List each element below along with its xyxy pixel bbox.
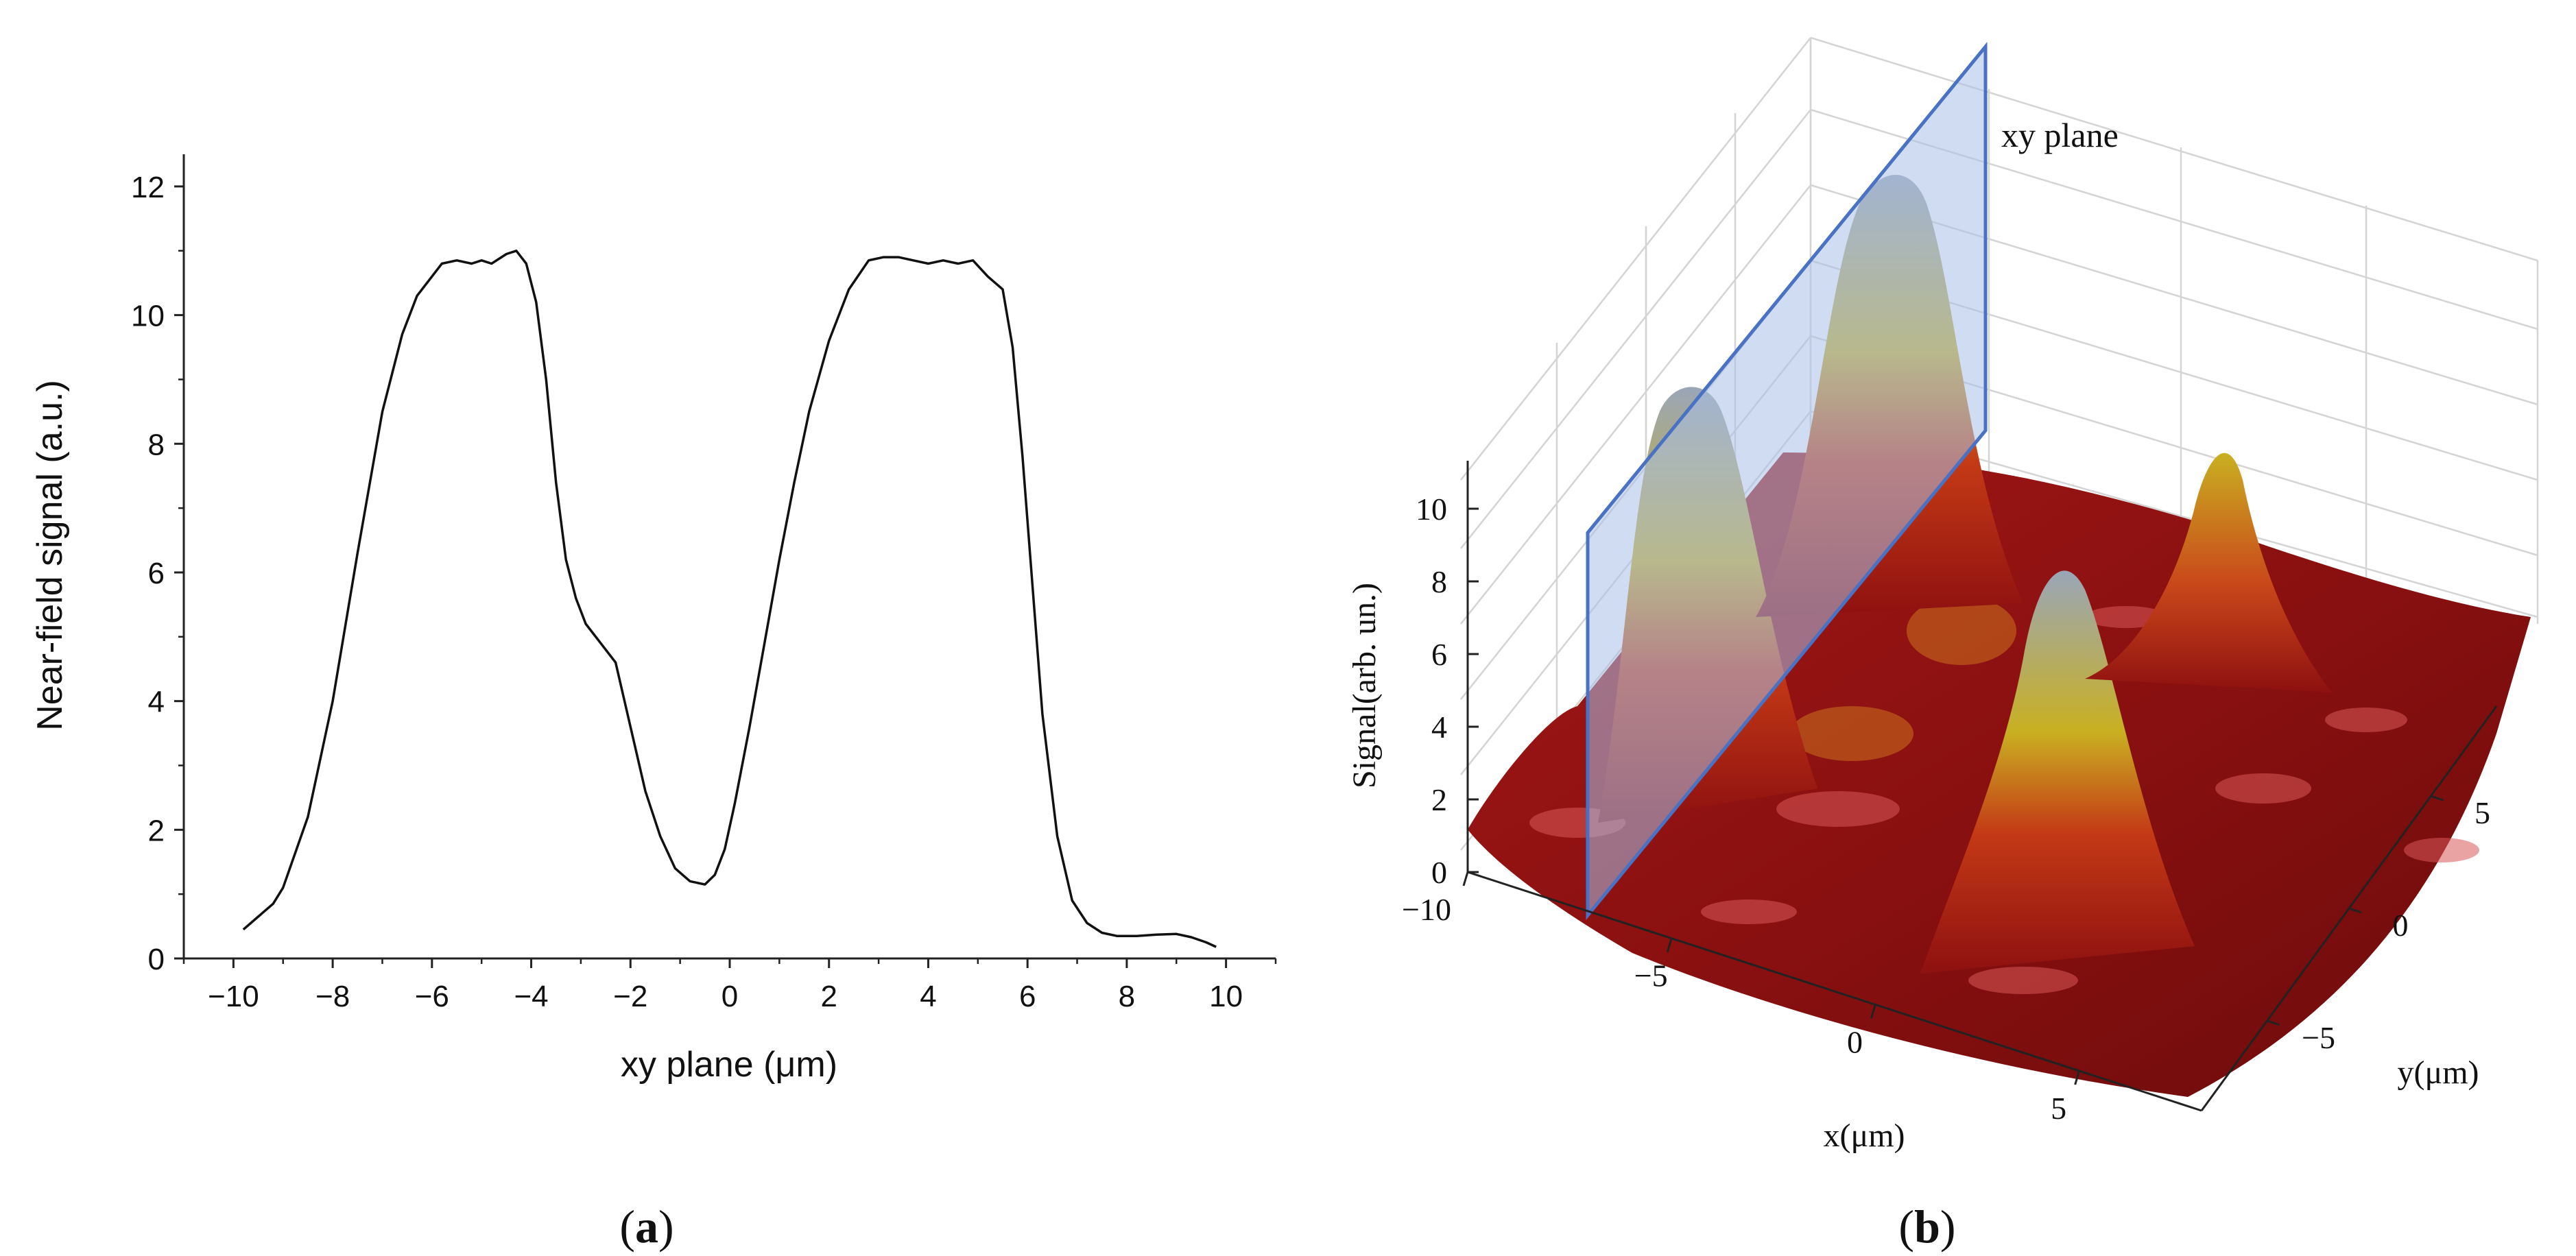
y-tick-label: 6 [148, 557, 165, 590]
x-tick-label: −8 [315, 980, 350, 1013]
y-tick-label: 12 [131, 171, 165, 204]
x-tick-label: −6 [415, 980, 449, 1013]
series-line-near-field [242, 250, 1217, 948]
y-tick-3d [2430, 795, 2444, 801]
x-tick-label-3d: −5 [1634, 958, 1668, 993]
xy-plane [1586, 41, 1988, 920]
panel-caption-a: (a) [619, 1200, 673, 1253]
z-tick-label: 2 [1431, 782, 1447, 817]
y-tick-label: 2 [148, 814, 165, 847]
x-tick-label: −4 [514, 980, 548, 1013]
y-axis-ticks [174, 185, 184, 960]
peak-4 [2085, 452, 2332, 692]
x-tick-label: −2 [613, 980, 647, 1013]
y-tick-label: 0 [148, 943, 165, 976]
x-tick-label: 6 [1019, 980, 1036, 1013]
y-tick-label: 4 [148, 686, 165, 719]
x-axis-ticks [182, 958, 1277, 968]
y-tick-3d [2348, 907, 2362, 914]
x-tick-label-3d: 5 [2051, 1091, 2066, 1126]
z-tick-labels: 0 2 4 6 8 10 [1416, 492, 1479, 890]
panel-letter-b: b [1914, 1200, 1940, 1253]
x-tick-3d [1870, 1004, 1876, 1019]
z-tick-label: 8 [1431, 564, 1447, 599]
y-tick-label-3d: −5 [2302, 1020, 2335, 1055]
y-axis-label-3d: y(μm) [2397, 1054, 2479, 1091]
panel-caption-b: (b) [1898, 1200, 1955, 1253]
xy-plane-annotation: xy plane [2001, 116, 2119, 154]
panel-letter-a: a [635, 1200, 658, 1253]
x-tick-label-3d: −10 [1402, 892, 1451, 927]
y-tick-label: 8 [148, 428, 165, 461]
y-tick-label-3d: 5 [2474, 795, 2490, 830]
x-tick-label: 0 [721, 980, 738, 1013]
y-tick-3d [2267, 1019, 2280, 1026]
x-tick-label: 8 [1119, 980, 1135, 1013]
x-axis-label-3d: x(μm) [1823, 1118, 1905, 1154]
y-axis-label: Near-field signal (a.u.) [30, 380, 70, 731]
x-tick-label: −10 [208, 980, 259, 1013]
x-tick-label: 10 [1209, 980, 1243, 1013]
y-tick-labels-3d: −5 0 5 [2267, 795, 2490, 1055]
x-tick-labels: −10 −8 −6 −4 −2 0 2 4 6 8 10 [208, 980, 1243, 1013]
chart-panel-b: xy plane 0 2 4 6 8 10 Signal(arb. un.) −10 −5 0… [1346, 36, 2539, 1253]
z-tick-label: 0 [1431, 855, 1447, 890]
y-tick-label: 10 [131, 300, 165, 333]
x-tick-labels-3d: −10 −5 0 5 [1402, 871, 2081, 1126]
x-tick-3d [2074, 1070, 2081, 1085]
y-tick-label-3d: 0 [2393, 908, 2409, 943]
peak-3 [1920, 570, 2195, 974]
x-tick-3d [1666, 938, 1673, 953]
z-tick-label: 4 [1431, 710, 1447, 745]
x-tick-label: 4 [920, 980, 936, 1013]
z-tick-label: 10 [1416, 492, 1447, 527]
x-tick-label-3d: 0 [1847, 1024, 1863, 1059]
x-axis-label: xy plane (μm) [621, 1045, 837, 1085]
chart-panel-a: 0 2 4 6 8 10 12 −10 −8 −6 −4 −2 0 2 4 6 8 10 xy plane (μ… [30, 154, 1277, 1253]
x-tick-3d [1462, 871, 1469, 886]
y-tick-labels: 0 2 4 6 8 10 12 [131, 171, 165, 976]
x-tick-label: 2 [820, 980, 837, 1013]
z-tick-label: 6 [1431, 637, 1447, 672]
z-axis-label: Signal(arb. un.) [1346, 583, 1383, 788]
